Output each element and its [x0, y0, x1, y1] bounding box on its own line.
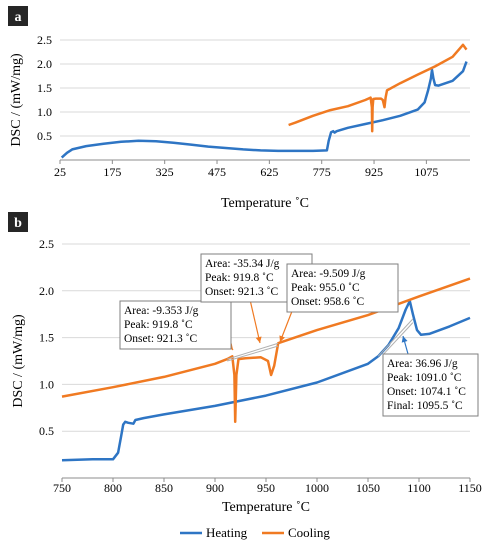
y-tick-label: 0.5 [37, 129, 52, 143]
series-line-cooling [61, 277, 471, 424]
annotation-text: Area: 36.96 J/g [387, 358, 458, 370]
annotation-arrowhead [255, 336, 262, 343]
annotation-text: Area: -9.353 J/g [124, 305, 199, 317]
y-tick-label: 1.5 [39, 331, 54, 345]
series-line-cooling [288, 43, 468, 133]
y-axis-title: DSC / (mW/mg) [11, 314, 26, 408]
y-tick-label: 2.0 [37, 57, 52, 71]
chart-panel-a: a 0.5 1.0 1.5 2.0 2.5 25 175 325 475 625 775 925 1075… [8, 6, 470, 211]
annotation-text: Onset: 958.6 ˚C [291, 296, 364, 308]
y-tick-label: 2.5 [37, 33, 52, 47]
x-tick-label: 25 [54, 165, 66, 179]
peak-annotation: Area: -9.509 J/g Peak: 955.0 ˚C Onset: 958… [279, 263, 399, 343]
annotation-text: Peak: 919.8 ˚C [205, 272, 274, 284]
annotation-arrowhead [279, 335, 285, 342]
annotation-text: Onset: 921.3 ˚C [124, 333, 197, 345]
annotation-text: Area: -35.34 J/g [205, 258, 280, 270]
x-tick-label: 775 [313, 165, 331, 179]
x-tick-label: 1000 [305, 481, 329, 495]
annotation-text: Peak: 1091.0 ˚C [387, 372, 462, 384]
y-tick-label: 1.5 [37, 81, 52, 95]
x-tick-label: 1100 [407, 481, 431, 495]
x-axis-title: Temperature ˚C [221, 196, 309, 211]
y-tick-label: 1.0 [37, 105, 52, 119]
integration-baseline [227, 342, 279, 360]
x-tick-label: 950 [257, 481, 275, 495]
x-tick-label: 475 [208, 165, 226, 179]
y-tick-label: 2.0 [39, 284, 54, 298]
x-tick-label: 800 [104, 481, 122, 495]
integration-baseline [377, 318, 414, 357]
integration-baseline [227, 345, 279, 362]
annotation-text: Final: 1095.5 ˚C [387, 400, 463, 412]
integration-baseline [382, 322, 414, 355]
annotation-box [382, 353, 479, 417]
x-tick-label: 625 [260, 165, 278, 179]
series-line-heating [60, 61, 468, 159]
x-tick-label: 750 [53, 481, 71, 495]
x-tick-label: 1050 [356, 481, 380, 495]
annotation-text: Area: -9.509 J/g [291, 268, 366, 280]
x-tick-label: 1150 [458, 481, 482, 495]
peak-annotation: Area: -9.353 J/g Peak: 919.8 ˚C Onset: 921… [119, 300, 234, 351]
x-tick-label: 900 [206, 481, 224, 495]
annotation-arrowhead [401, 336, 408, 343]
annotation-text: Peak: 955.0 ˚C [291, 282, 360, 294]
annotation-box [119, 300, 232, 350]
annotation-text: Onset: 1074.1 ˚C [387, 386, 466, 398]
y-tick-label: 0.5 [39, 424, 54, 438]
x-tick-label: 325 [156, 165, 174, 179]
x-tick-label: 850 [155, 481, 173, 495]
chart-panel-b: b 0.5 1.0 1.5 2.0 2.5 750 800 850 900 950 1000 1050 1… [8, 212, 482, 515]
annotation-text: Onset: 921.3 ˚C [205, 286, 278, 298]
legend: Heating Cooling [180, 525, 330, 540]
panel-badge [8, 212, 28, 232]
panel-badge [8, 6, 28, 26]
annotation-text: Peak: 919.8 ˚C [124, 319, 193, 331]
x-tick-label: 1075 [414, 165, 438, 179]
series-line-heating [61, 299, 471, 462]
panel-label: b [14, 216, 22, 231]
annotation-box [286, 263, 399, 313]
panel-label: a [15, 10, 22, 25]
y-tick-label: 2.5 [39, 237, 54, 251]
y-axis-title: DSC / (mW/mg) [9, 53, 24, 147]
x-tick-label: 175 [103, 165, 121, 179]
y-tick-label: 1.0 [39, 377, 54, 391]
x-tick-label: 925 [365, 165, 383, 179]
legend-label-heating: Heating [206, 525, 248, 540]
legend-label-cooling: Cooling [288, 525, 330, 540]
x-axis-title: Temperature ˚C [222, 500, 310, 515]
peak-annotation: Area: 36.96 J/g Peak: 1091.0 ˚C Onset: 107… [382, 335, 479, 417]
